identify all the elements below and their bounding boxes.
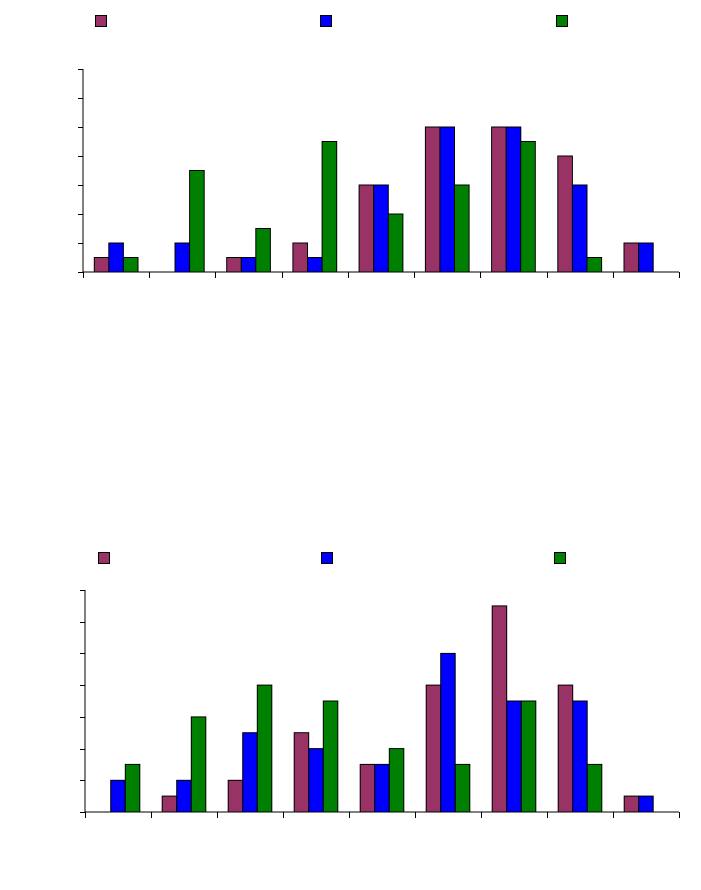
- bar-s2-c1: [108, 242, 124, 273]
- bar-s3-c4: [322, 700, 339, 813]
- bar-s3-c5: [388, 748, 405, 813]
- legend-swatch-3: [556, 15, 568, 27]
- bar-s1-c3: [227, 779, 244, 813]
- chart-1: [78, 15, 680, 278]
- bar-s2-c4: [308, 748, 324, 813]
- bar-s1-c4: [293, 732, 310, 813]
- bar-s3-c3: [255, 228, 271, 273]
- bar-s1-c8: [557, 155, 573, 273]
- bar-s1-c9: [623, 242, 640, 273]
- bar-s2-c9: [638, 795, 654, 813]
- bar-s3-c8: [586, 763, 603, 813]
- bar-s3-c7: [520, 700, 537, 813]
- bar-s2-c9: [638, 242, 654, 273]
- bar-s2-c5: [373, 184, 389, 273]
- bar-s3-c6: [454, 763, 471, 813]
- bar-s2-c3: [240, 257, 257, 273]
- bar-s2-c6: [440, 652, 456, 813]
- bar-s2-c5: [374, 763, 390, 813]
- legend-swatch-3: [554, 552, 566, 564]
- bar-s2-c6: [439, 126, 455, 273]
- bar-s1-c7: [491, 605, 508, 813]
- bar-s2-c8: [571, 184, 588, 273]
- bar-s3-c1: [124, 763, 141, 813]
- bar-s3-c8: [586, 257, 603, 273]
- bar-s3-c1: [122, 257, 139, 273]
- legend-swatch-2: [321, 552, 333, 564]
- bar-s2-c7: [506, 700, 522, 813]
- bar-s1-c2: [161, 795, 178, 813]
- bar-s3-c2: [189, 170, 205, 273]
- bar-s3-c2: [190, 716, 207, 813]
- bar-s3-c3: [256, 684, 273, 813]
- bar-s1-c9: [623, 795, 640, 813]
- bar-s3-c6: [454, 184, 470, 273]
- bar-s3-c4: [321, 141, 338, 273]
- bar-s3-c7: [520, 141, 536, 273]
- bar-s2-c8: [572, 700, 588, 813]
- bar-s1-c4: [292, 242, 308, 273]
- bar-s2-c4: [307, 257, 323, 273]
- bar-s1-c3: [226, 257, 242, 273]
- bar-s2-c1: [110, 779, 126, 813]
- bar-s2-c3: [242, 732, 258, 813]
- legend-swatch-1: [98, 552, 110, 564]
- legend-swatch-1: [95, 15, 107, 27]
- bar-s1-c6: [425, 684, 442, 813]
- bar-s1-c6: [424, 126, 441, 273]
- bar-s3-c5: [387, 213, 404, 273]
- bar-s2-c2: [176, 779, 192, 813]
- chart-2: [80, 552, 680, 818]
- bar-s1-c5: [359, 763, 376, 813]
- bar-s2-c2: [174, 242, 191, 273]
- bar-s1-c1: [93, 257, 110, 273]
- bar-s1-c8: [557, 684, 574, 813]
- bar-s2-c7: [505, 126, 522, 273]
- bar-s1-c7: [491, 126, 507, 273]
- bar-s1-c5: [358, 184, 375, 273]
- legend-swatch-2: [320, 15, 332, 27]
